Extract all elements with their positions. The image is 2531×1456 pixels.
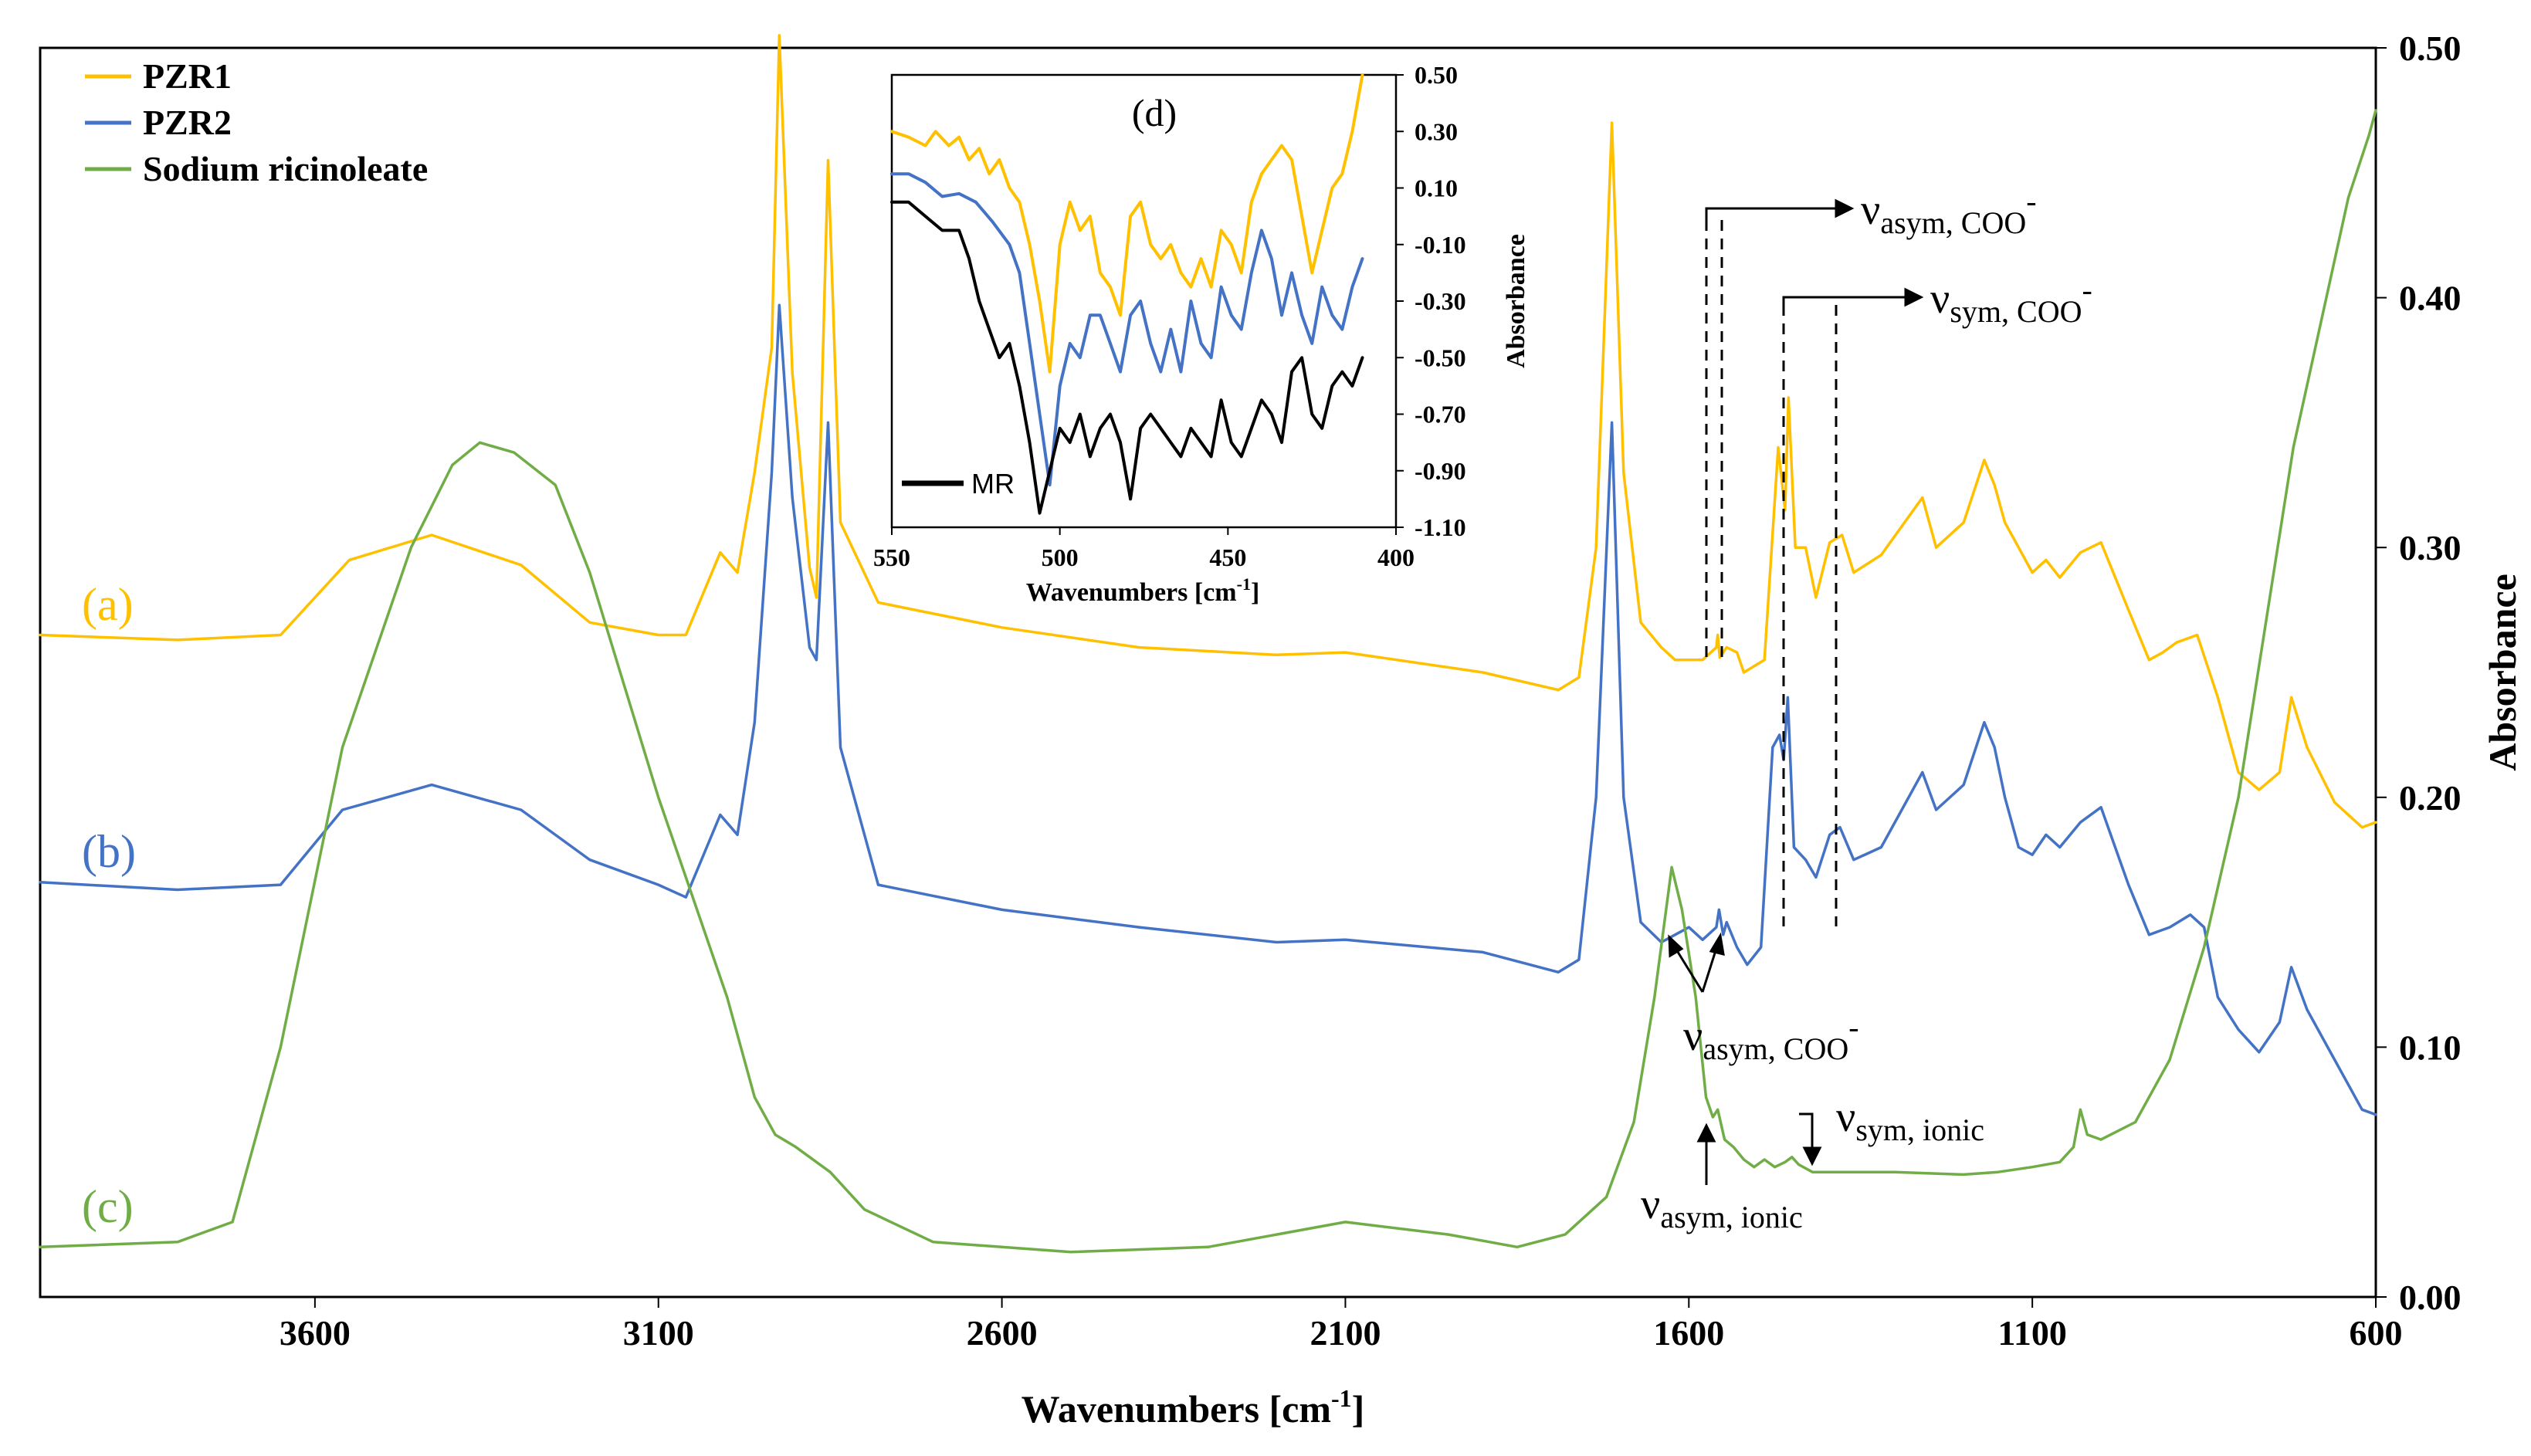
curve-tag-c: (c) [82,1181,134,1232]
legend-label-pzr2: PZR2 [143,103,232,142]
inset-x-tick-label-450: 450 [1209,543,1246,571]
legend-label-sodium-ricinoleate: Sodium ricinoleate [143,149,428,188]
inset-chart: 550 500 450 400 0.50 0.30 0.10 -0.10 -0.30 -0.50… [873,61,1530,607]
inset-series-line-mr [890,200,1364,515]
main-series-line-pzr2 [39,303,2377,1116]
inset-legend-label-mr: MR [971,468,1015,499]
main-plot-area [39,46,2377,1299]
annotation-asym-coo-top: νasym, COO- [1861,184,2037,240]
main-chart: 3600 3100 2600 2100 1600 1100 600 0.00 0.10 0.20… [39,29,2524,1431]
inset-title: (d) [1132,91,1177,134]
inset-y-axis-title: Absorbance [1502,234,1530,368]
main-series-line-pzr1 [39,34,2377,829]
annotation-sym-ionic: νsym, ionic [1836,1093,1984,1147]
inset-y-tick-label-1-10: -1.10 [1415,513,1466,541]
arrow-sym-ionic-head [1802,1146,1822,1166]
main-y-tick-label-0-30: 0.30 [2399,528,2462,567]
annotation-sym-coo-top: νsym, COO- [1930,273,2092,329]
main-x-tick-label-3600: 3600 [280,1313,351,1353]
arrow-asym-coo-lower-2-head [1709,932,1725,957]
arrow-asym-ionic-head [1696,1122,1716,1143]
main-series-line-sodium-ricinoleate [39,109,2377,1254]
inset-x-axis-title: Wavenumbers [cm-1] [1026,574,1260,607]
main-x-tick-label-2600: 2600 [967,1313,1038,1353]
inset-y-tick-label-0-30: -0.30 [1415,287,1466,315]
inset-y-tick-label-0-70: -0.70 [1415,401,1466,428]
inset-y-tick-label-0-10: 0.10 [1415,174,1458,202]
x-axis-title: Wavenumbers [cm-1] [1022,1384,1365,1431]
inset-x-tick-label-550: 550 [873,543,910,571]
arrow-asym-coo-head [1835,198,1855,218]
annotation-asym-ionic: νasym, ionic [1641,1180,1803,1234]
inset-y-tick-label-0-30: 0.30 [1415,117,1458,145]
main-x-tick-label-1100: 1100 [1997,1313,2066,1353]
inset-y-tick-label-0-10: -0.10 [1415,231,1466,259]
inset-y-tick-label-0-50: -0.50 [1415,344,1466,371]
curve-tag-a: (a) [82,579,134,630]
main-y-tick-label-0-50: 0.50 [2399,29,2462,68]
inset-x-tick-label-400: 400 [1377,543,1415,571]
arrow-sym-coo-head [1904,287,1924,307]
arrow-asym-coo-top [1705,207,1838,220]
arrow-asym-coo-lower-1 [1672,945,1704,993]
main-x-tick-label-600: 600 [2350,1313,2403,1353]
main-y-tick-label-0-40: 0.40 [2399,279,2462,318]
main-y-tick-label-0-10: 0.10 [2399,1028,2462,1067]
arrow-sym-coo-top [1782,296,1907,305]
main-y-tick-label-0-00: 0.00 [2399,1278,2462,1317]
arrow-asym-coo-lower-1-head [1668,934,1684,958]
main-x-tick-label-3100: 3100 [623,1313,694,1353]
main-y-tick-label-0-20: 0.20 [2399,778,2462,818]
inset-series-line-pzr2 [890,172,1364,487]
legend-label-pzr1: PZR1 [143,56,232,96]
main-x-tick-label-1600: 1600 [1653,1313,1724,1353]
inset-x-tick-label-500: 500 [1042,543,1079,571]
legend: PZR1 PZR2 Sodium ricinoleate [85,56,428,188]
annotation-asym-coo-lower: νasym, COO- [1683,1010,1859,1066]
arrows [1668,198,1924,1185]
arrow-asym-coo-lower-2 [1701,945,1719,993]
y-axis-title: Absorbance [2481,574,2524,771]
main-x-tick-label-2100: 2100 [1310,1313,1381,1353]
inset-series-line-pzr1 [890,73,1364,374]
inset-y-tick-label-0-50: 0.50 [1415,61,1458,89]
inset-y-tick-label-0-90: -0.90 [1415,457,1466,485]
arrow-sym-ionic [1799,1112,1814,1153]
curve-tag-b: (b) [82,826,136,877]
